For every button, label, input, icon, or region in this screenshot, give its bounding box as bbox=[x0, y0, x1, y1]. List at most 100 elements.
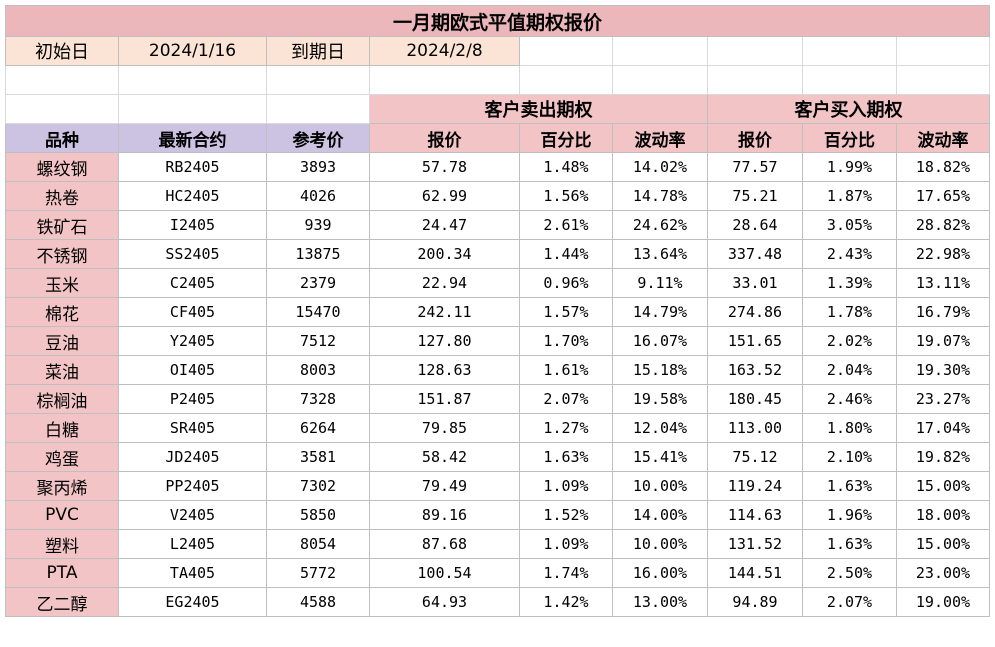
sell-volatility-cell[interactable]: 10.00% bbox=[612, 471, 708, 501]
contract-cell[interactable]: CF405 bbox=[118, 297, 267, 327]
empty-cell[interactable] bbox=[802, 36, 897, 66]
buy-percent-cell[interactable]: 1.96% bbox=[802, 500, 897, 530]
group-header-client-sell[interactable]: 客户卖出期权 bbox=[369, 94, 708, 124]
ref-price-cell[interactable]: 8003 bbox=[266, 355, 370, 385]
contract-cell[interactable]: Y2405 bbox=[118, 326, 267, 356]
buy-quote-cell[interactable]: 180.45 bbox=[707, 384, 803, 414]
buy-volatility-cell[interactable]: 17.65% bbox=[896, 181, 990, 211]
sell-quote-cell[interactable]: 89.16 bbox=[369, 500, 520, 530]
buy-quote-cell[interactable]: 114.63 bbox=[707, 500, 803, 530]
buy-volatility-cell[interactable]: 18.00% bbox=[896, 500, 990, 530]
sell-percent-cell[interactable]: 1.44% bbox=[519, 239, 613, 269]
sell-volatility-cell[interactable]: 14.02% bbox=[612, 152, 708, 182]
variety-cell[interactable]: 白糖 bbox=[5, 413, 119, 443]
sell-percent-cell[interactable]: 1.27% bbox=[519, 413, 613, 443]
sell-volatility-cell[interactable]: 10.00% bbox=[612, 529, 708, 559]
sell-volatility-cell[interactable]: 14.78% bbox=[612, 181, 708, 211]
sell-volatility-cell[interactable]: 13.00% bbox=[612, 587, 708, 617]
variety-cell[interactable]: PTA bbox=[5, 558, 119, 588]
sell-percent-cell[interactable]: 1.57% bbox=[519, 297, 613, 327]
sell-quote-cell[interactable]: 127.80 bbox=[369, 326, 520, 356]
buy-volatility-cell[interactable]: 19.07% bbox=[896, 326, 990, 356]
buy-percent-cell[interactable]: 3.05% bbox=[802, 210, 897, 240]
expiry-date-label[interactable]: 到期日 bbox=[266, 36, 370, 66]
sell-volatility-cell[interactable]: 13.64% bbox=[612, 239, 708, 269]
variety-cell[interactable]: 乙二醇 bbox=[5, 587, 119, 617]
buy-volatility-cell[interactable]: 23.27% bbox=[896, 384, 990, 414]
buy-percent-cell[interactable]: 1.87% bbox=[802, 181, 897, 211]
variety-cell[interactable]: 聚丙烯 bbox=[5, 471, 119, 501]
sell-quote-cell[interactable]: 87.68 bbox=[369, 529, 520, 559]
sell-quote-cell[interactable]: 79.49 bbox=[369, 471, 520, 501]
sell-quote-cell[interactable]: 242.11 bbox=[369, 297, 520, 327]
sell-volatility-cell[interactable]: 15.41% bbox=[612, 442, 708, 472]
contract-cell[interactable]: I2405 bbox=[118, 210, 267, 240]
buy-quote-cell[interactable]: 75.21 bbox=[707, 181, 803, 211]
buy-volatility-cell[interactable]: 13.11% bbox=[896, 268, 990, 298]
start-date-label[interactable]: 初始日 bbox=[5, 36, 119, 66]
sell-percent-cell[interactable]: 2.07% bbox=[519, 384, 613, 414]
buy-percent-cell[interactable]: 1.63% bbox=[802, 471, 897, 501]
buy-quote-cell[interactable]: 94.89 bbox=[707, 587, 803, 617]
start-date-value[interactable]: 2024/1/16 bbox=[118, 36, 267, 66]
empty-cell[interactable] bbox=[802, 65, 897, 95]
sell-percent-cell[interactable]: 1.70% bbox=[519, 326, 613, 356]
column-header-buy-volatility[interactable]: 波动率 bbox=[896, 123, 990, 153]
variety-cell[interactable]: 豆油 bbox=[5, 326, 119, 356]
column-header-buy-quote[interactable]: 报价 bbox=[707, 123, 803, 153]
empty-cell[interactable] bbox=[5, 65, 119, 95]
ref-price-cell[interactable]: 15470 bbox=[266, 297, 370, 327]
contract-cell[interactable]: HC2405 bbox=[118, 181, 267, 211]
buy-quote-cell[interactable]: 75.12 bbox=[707, 442, 803, 472]
sell-percent-cell[interactable]: 2.61% bbox=[519, 210, 613, 240]
sell-percent-cell[interactable]: 0.96% bbox=[519, 268, 613, 298]
empty-cell[interactable] bbox=[118, 65, 267, 95]
contract-cell[interactable]: EG2405 bbox=[118, 587, 267, 617]
sell-volatility-cell[interactable]: 24.62% bbox=[612, 210, 708, 240]
group-header-client-buy[interactable]: 客户买入期权 bbox=[707, 94, 990, 124]
variety-cell[interactable]: 塑料 bbox=[5, 529, 119, 559]
sell-quote-cell[interactable]: 79.85 bbox=[369, 413, 520, 443]
buy-percent-cell[interactable]: 1.80% bbox=[802, 413, 897, 443]
buy-percent-cell[interactable]: 2.04% bbox=[802, 355, 897, 385]
sell-percent-cell[interactable]: 1.52% bbox=[519, 500, 613, 530]
buy-volatility-cell[interactable]: 19.00% bbox=[896, 587, 990, 617]
ref-price-cell[interactable]: 6264 bbox=[266, 413, 370, 443]
sell-quote-cell[interactable]: 200.34 bbox=[369, 239, 520, 269]
sell-volatility-cell[interactable]: 16.07% bbox=[612, 326, 708, 356]
buy-percent-cell[interactable]: 2.43% bbox=[802, 239, 897, 269]
sell-quote-cell[interactable]: 151.87 bbox=[369, 384, 520, 414]
buy-percent-cell[interactable]: 2.46% bbox=[802, 384, 897, 414]
empty-cell[interactable] bbox=[896, 65, 990, 95]
ref-price-cell[interactable]: 7512 bbox=[266, 326, 370, 356]
buy-quote-cell[interactable]: 119.24 bbox=[707, 471, 803, 501]
variety-cell[interactable]: 菜油 bbox=[5, 355, 119, 385]
sell-volatility-cell[interactable]: 15.18% bbox=[612, 355, 708, 385]
buy-percent-cell[interactable]: 1.78% bbox=[802, 297, 897, 327]
buy-quote-cell[interactable]: 151.65 bbox=[707, 326, 803, 356]
expiry-date-value[interactable]: 2024/2/8 bbox=[369, 36, 520, 66]
sell-volatility-cell[interactable]: 9.11% bbox=[612, 268, 708, 298]
empty-cell[interactable] bbox=[896, 36, 990, 66]
ref-price-cell[interactable]: 3581 bbox=[266, 442, 370, 472]
variety-cell[interactable]: 热卷 bbox=[5, 181, 119, 211]
buy-volatility-cell[interactable]: 15.00% bbox=[896, 529, 990, 559]
ref-price-cell[interactable]: 5850 bbox=[266, 500, 370, 530]
buy-quote-cell[interactable]: 163.52 bbox=[707, 355, 803, 385]
buy-volatility-cell[interactable]: 19.82% bbox=[896, 442, 990, 472]
ref-price-cell[interactable]: 7302 bbox=[266, 471, 370, 501]
buy-quote-cell[interactable]: 28.64 bbox=[707, 210, 803, 240]
variety-cell[interactable]: 螺纹钢 bbox=[5, 152, 119, 182]
empty-cell[interactable] bbox=[266, 65, 370, 95]
buy-percent-cell[interactable]: 2.10% bbox=[802, 442, 897, 472]
column-header-ref-price[interactable]: 参考价 bbox=[266, 123, 370, 153]
sell-quote-cell[interactable]: 58.42 bbox=[369, 442, 520, 472]
buy-percent-cell[interactable]: 1.39% bbox=[802, 268, 897, 298]
empty-cell[interactable] bbox=[266, 94, 370, 124]
sell-quote-cell[interactable]: 57.78 bbox=[369, 152, 520, 182]
contract-cell[interactable]: OI405 bbox=[118, 355, 267, 385]
column-header-contract[interactable]: 最新合约 bbox=[118, 123, 267, 153]
column-header-sell-quote[interactable]: 报价 bbox=[369, 123, 520, 153]
buy-quote-cell[interactable]: 33.01 bbox=[707, 268, 803, 298]
ref-price-cell[interactable]: 5772 bbox=[266, 558, 370, 588]
